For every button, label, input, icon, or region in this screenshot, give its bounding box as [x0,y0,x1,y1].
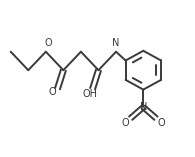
Text: O: O [122,118,130,128]
Text: N: N [112,38,120,48]
Text: OH: OH [83,89,98,99]
Text: O: O [157,118,165,128]
Text: N: N [140,102,147,112]
Text: O: O [49,87,57,97]
Text: O: O [44,38,52,48]
